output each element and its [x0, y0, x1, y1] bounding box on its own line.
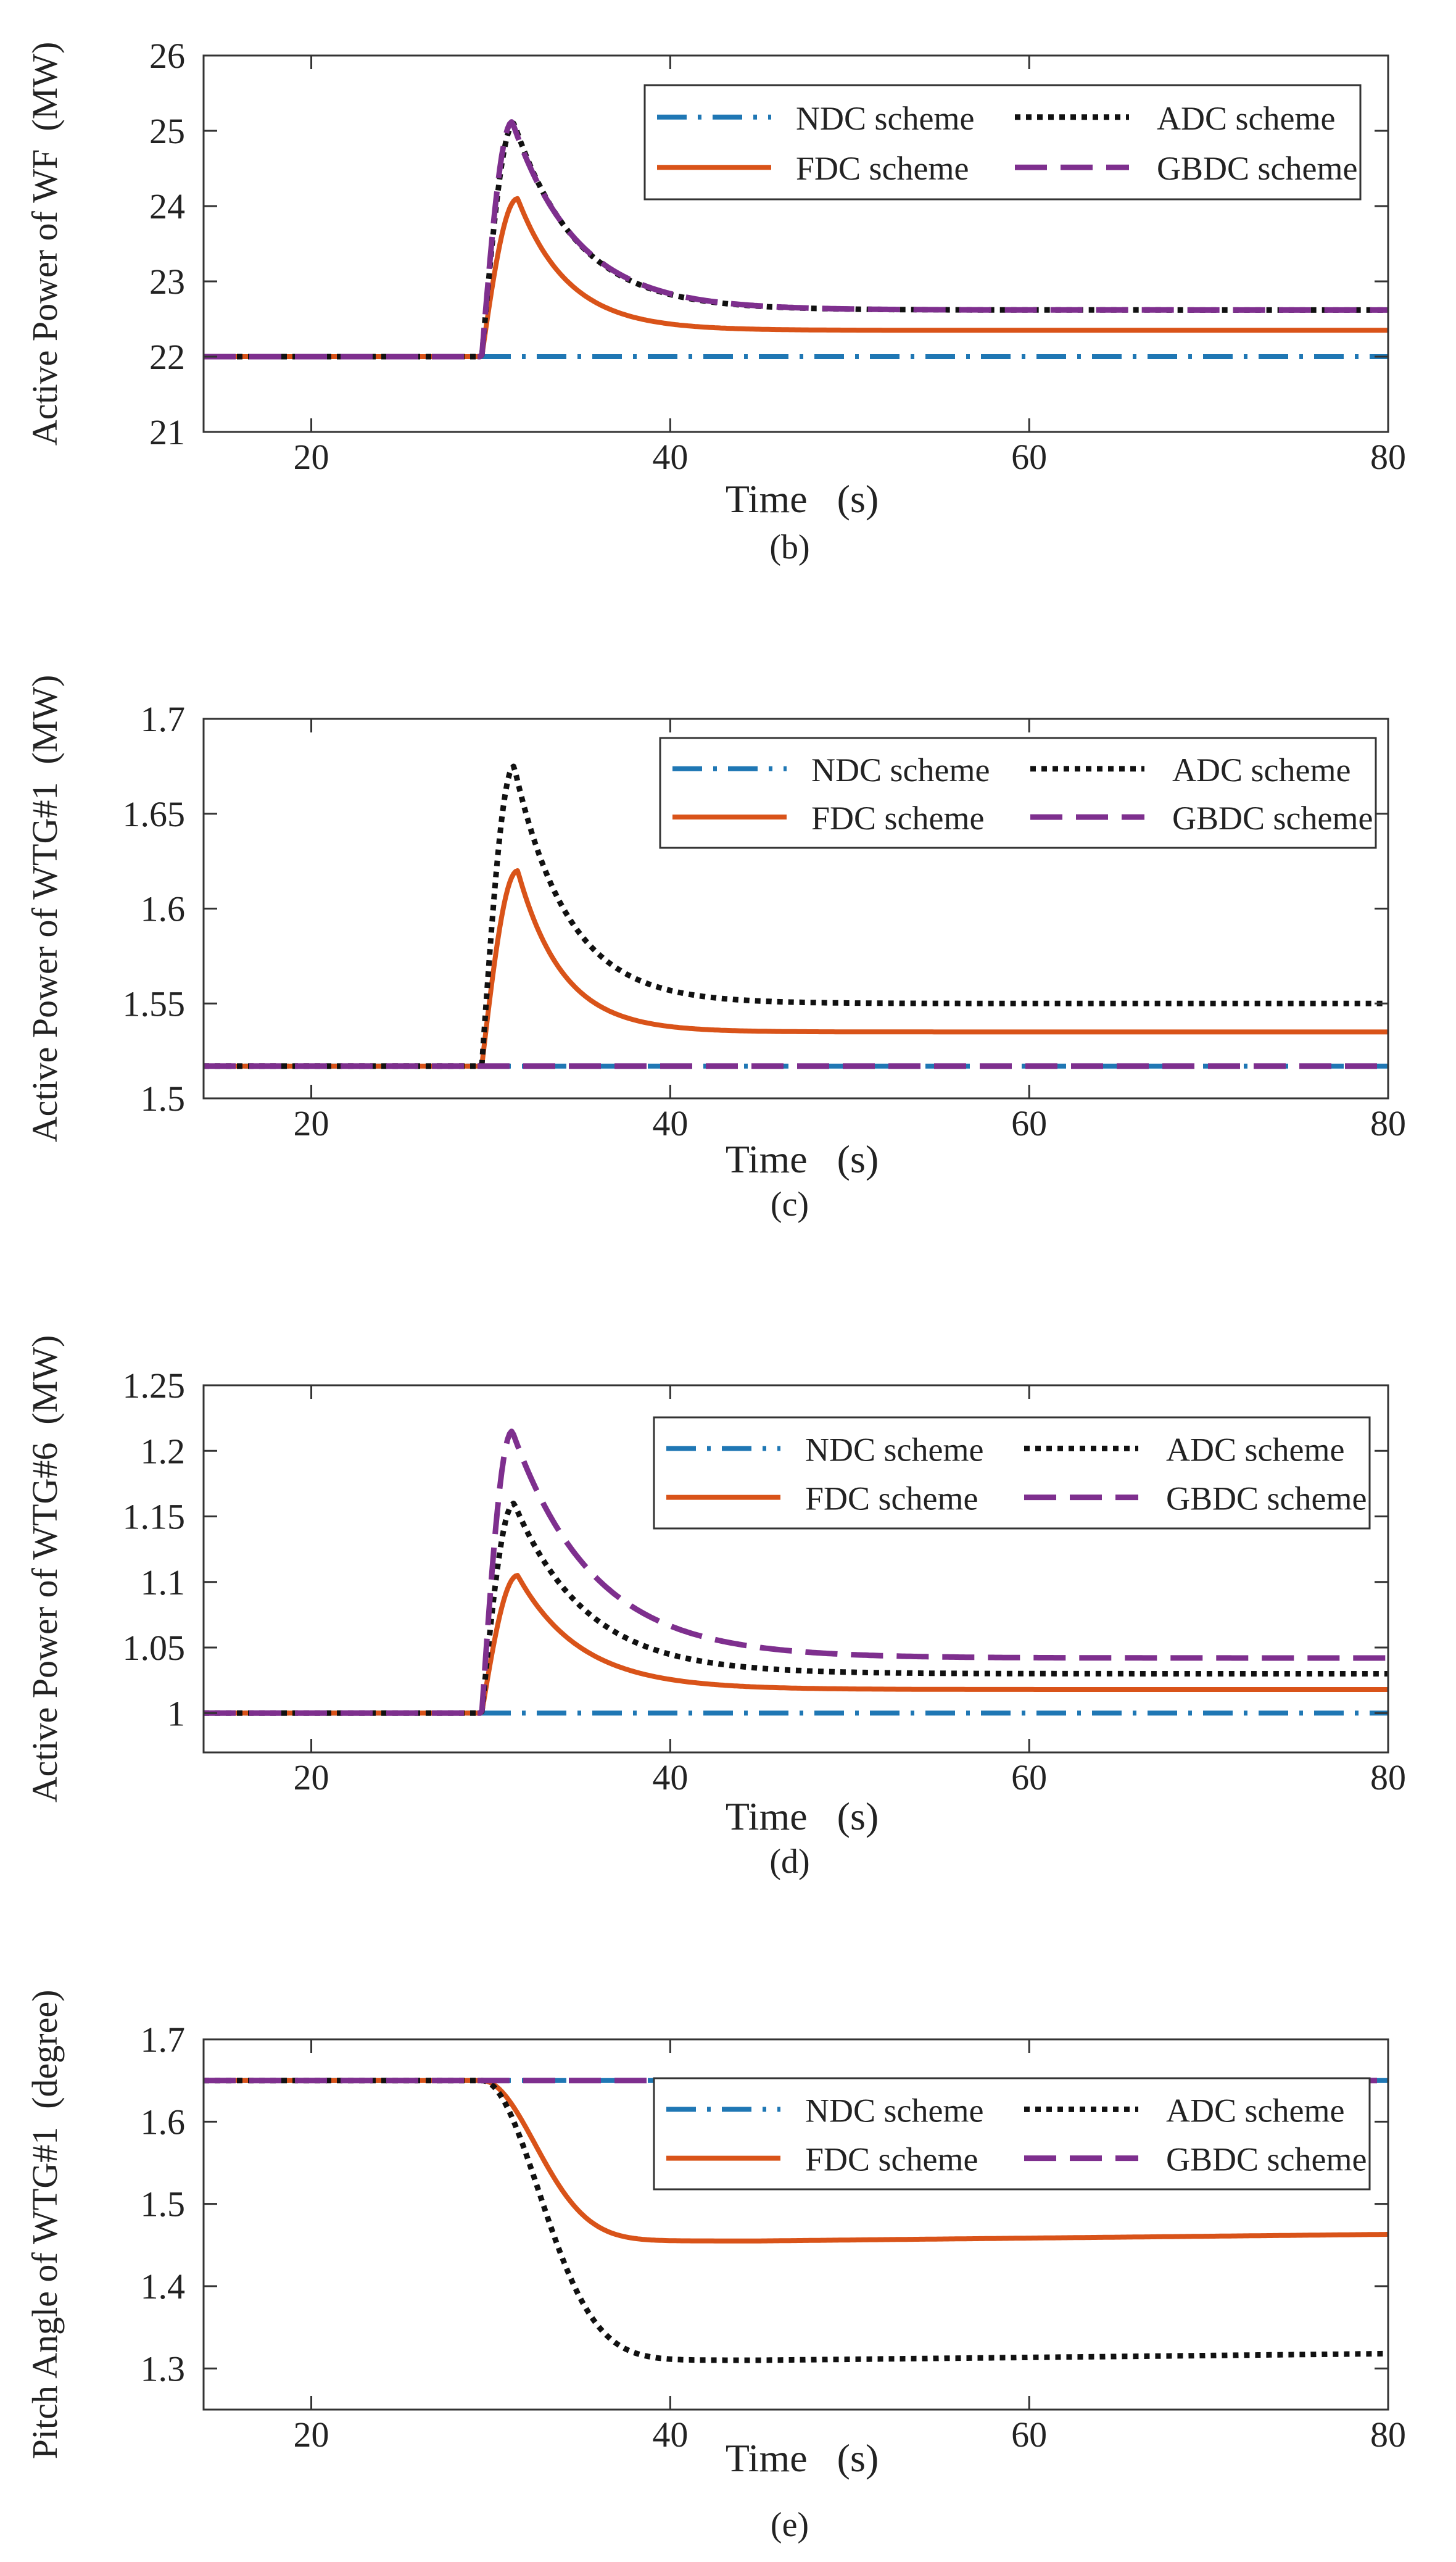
x-tick-label: 60	[1011, 437, 1047, 477]
x-tick-label: 20	[294, 1757, 329, 1797]
axes-frame	[202, 2038, 1389, 2411]
y-tick-label: 1	[167, 1693, 185, 1733]
y-tick-label: 1.2	[141, 1431, 186, 1471]
y-tick-label: 1.5	[141, 1079, 186, 1119]
series-line-adc	[202, 763, 1389, 1069]
legend-box	[659, 737, 1377, 849]
y-axis-label: Active Power of WF (MW)	[25, 42, 65, 446]
legend-label-gbdc: GBDC scheme	[1166, 1480, 1367, 1517]
legend-label-fdc: FDC scheme	[811, 800, 984, 837]
x-tick-label: 80	[1370, 437, 1406, 477]
legend-label-ndc: NDC scheme	[796, 100, 974, 137]
axes-frame	[202, 1384, 1389, 1754]
legend-label-gbdc: GBDC scheme	[1166, 2141, 1367, 2178]
legend-label-adc: ADC scheme	[1166, 2092, 1344, 2129]
x-tick-label: 40	[652, 437, 688, 477]
x-tick-label: 40	[652, 1103, 688, 1143]
y-tick-label: 22	[149, 337, 185, 377]
axes-frame	[202, 54, 1389, 433]
y-tick-label: 1.7	[141, 699, 186, 739]
legend: NDC scheme ADC scheme FDC scheme GBDC schem…	[653, 2077, 1371, 2191]
legend-box	[643, 84, 1362, 201]
x-axis-label: Time (s)	[726, 1794, 879, 1838]
x-tick-label: 80	[1370, 1103, 1406, 1143]
y-tick-label: 1.5	[141, 2184, 186, 2224]
y-tick-label: 1.05	[123, 1628, 186, 1668]
x-tick-label: 40	[652, 2415, 688, 2455]
chart-panel-1: 21 22 23 24 25 26 20 40 60 80 Time (s) Active Power…	[25, 36, 1406, 566]
y-tick-label: 1.1	[141, 1562, 186, 1602]
y-tick-label: 1.4	[141, 2266, 186, 2307]
legend-label-adc: ADC scheme	[1157, 100, 1335, 137]
legend-label-fdc: FDC scheme	[805, 1480, 978, 1517]
x-tick-label: 80	[1370, 2415, 1406, 2455]
x-tick-label: 80	[1370, 1757, 1406, 1797]
y-tick-label: 1.6	[141, 2102, 186, 2142]
series-line-gbdc	[202, 119, 1389, 360]
chart-panel-2: 1.5 1.55 1.6 1.65 1.7 20 40 60 80 Time (s) Active …	[25, 675, 1406, 1224]
legend-label-gbdc: GBDC scheme	[1172, 800, 1373, 837]
legend: NDC scheme ADC scheme FDC scheme GBDC schem…	[643, 84, 1362, 201]
x-tick-label: 20	[294, 2415, 329, 2455]
legend-label-gbdc: GBDC scheme	[1157, 150, 1357, 187]
y-tick-label: 1.15	[123, 1497, 186, 1537]
series-line-fdc	[203, 868, 1389, 1069]
legend-box	[653, 2077, 1371, 2191]
panel-caption: (b)	[769, 528, 809, 566]
legend-box	[653, 1416, 1371, 1530]
series-line-fdc	[203, 1573, 1389, 1716]
series-line-adc	[202, 1500, 1389, 1716]
legend-label-ndc: NDC scheme	[805, 2092, 983, 2129]
x-axis-label: Time (s)	[726, 2436, 879, 2480]
panel-caption: (c)	[771, 1185, 809, 1224]
x-tick-label: 60	[1011, 1103, 1047, 1143]
panel-caption: (e)	[771, 2506, 809, 2544]
legend-label-adc: ADC scheme	[1166, 1431, 1344, 1468]
x-tick-label: 20	[294, 1103, 329, 1143]
y-tick-label: 21	[149, 412, 185, 452]
series-line-gbdc	[202, 1428, 1389, 1716]
x-axis-label: Time (s)	[726, 477, 879, 521]
legend: NDC scheme ADC scheme FDC scheme GBDC schem…	[653, 1416, 1371, 1530]
panel-caption: (d)	[769, 1843, 809, 1881]
x-tick-label: 20	[294, 437, 329, 477]
y-tick-label: 26	[149, 36, 185, 76]
chart-panel-4: 1.3 1.4 1.5 1.6 1.7 20 40 60 80 Time (s) Pitch Ang…	[25, 1990, 1406, 2544]
y-tick-label: 24	[149, 186, 185, 226]
y-tick-label: 23	[149, 262, 185, 302]
y-tick-label: 1.65	[123, 794, 186, 834]
legend-label-fdc: FDC scheme	[805, 2141, 978, 2178]
legend-label-fdc: FDC scheme	[796, 150, 969, 187]
legend-label-adc: ADC scheme	[1172, 752, 1351, 789]
series-line-fdc	[203, 196, 1389, 359]
y-axis-label: Active Power of WTG#1 (MW)	[25, 675, 65, 1143]
legend-label-ndc: NDC scheme	[811, 752, 990, 789]
legend-label-ndc: NDC scheme	[805, 1431, 983, 1468]
y-tick-label: 1.7	[141, 2020, 186, 2060]
x-tick-label: 60	[1011, 2415, 1047, 2455]
y-tick-label: 1.6	[141, 889, 186, 929]
y-tick-label: 1.55	[123, 984, 186, 1024]
y-axis-label: Active Power of WTG#6 (MW)	[25, 1335, 65, 1803]
x-axis-label: Time (s)	[726, 1137, 879, 1181]
y-tick-label: 1.25	[123, 1366, 186, 1406]
y-axis-label: Pitch Angle of WTG#1 (degree)	[25, 1990, 65, 2460]
x-tick-label: 40	[652, 1757, 688, 1797]
y-tick-label: 25	[149, 111, 185, 151]
legend: NDC scheme ADC scheme FDC scheme GBDC schem…	[659, 737, 1377, 849]
chart-panel-3: 1 1.05 1.1 1.15 1.2 1.25 20 40 60 80 Time (s) Activ…	[25, 1335, 1406, 1881]
series-line-adc	[202, 2078, 1389, 2363]
x-tick-label: 60	[1011, 1757, 1047, 1797]
y-tick-label: 1.3	[141, 2348, 186, 2389]
